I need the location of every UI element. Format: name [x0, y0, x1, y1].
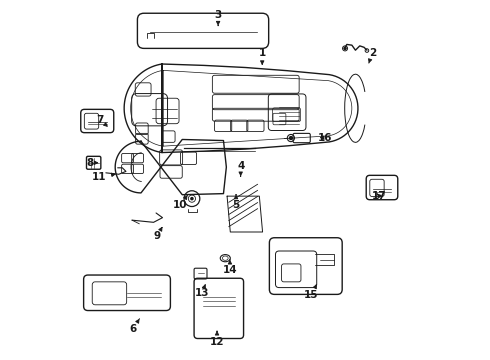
Text: 17: 17	[372, 191, 387, 201]
Text: 14: 14	[222, 260, 237, 275]
Text: 7: 7	[96, 115, 107, 126]
Text: 1: 1	[259, 48, 266, 64]
Text: 13: 13	[195, 285, 209, 298]
Text: 10: 10	[173, 195, 188, 210]
Text: 3: 3	[215, 10, 222, 26]
Circle shape	[344, 47, 346, 49]
Text: 11: 11	[92, 172, 115, 182]
Text: 8: 8	[86, 158, 98, 168]
Text: 6: 6	[129, 319, 140, 334]
Text: 4: 4	[237, 161, 245, 176]
Circle shape	[290, 136, 293, 139]
Text: 16: 16	[318, 133, 332, 143]
Text: 9: 9	[153, 228, 162, 240]
Text: 5: 5	[232, 194, 240, 210]
Circle shape	[191, 198, 193, 200]
Text: 15: 15	[304, 285, 319, 301]
Text: 12: 12	[210, 331, 224, 347]
Text: 2: 2	[368, 48, 376, 63]
